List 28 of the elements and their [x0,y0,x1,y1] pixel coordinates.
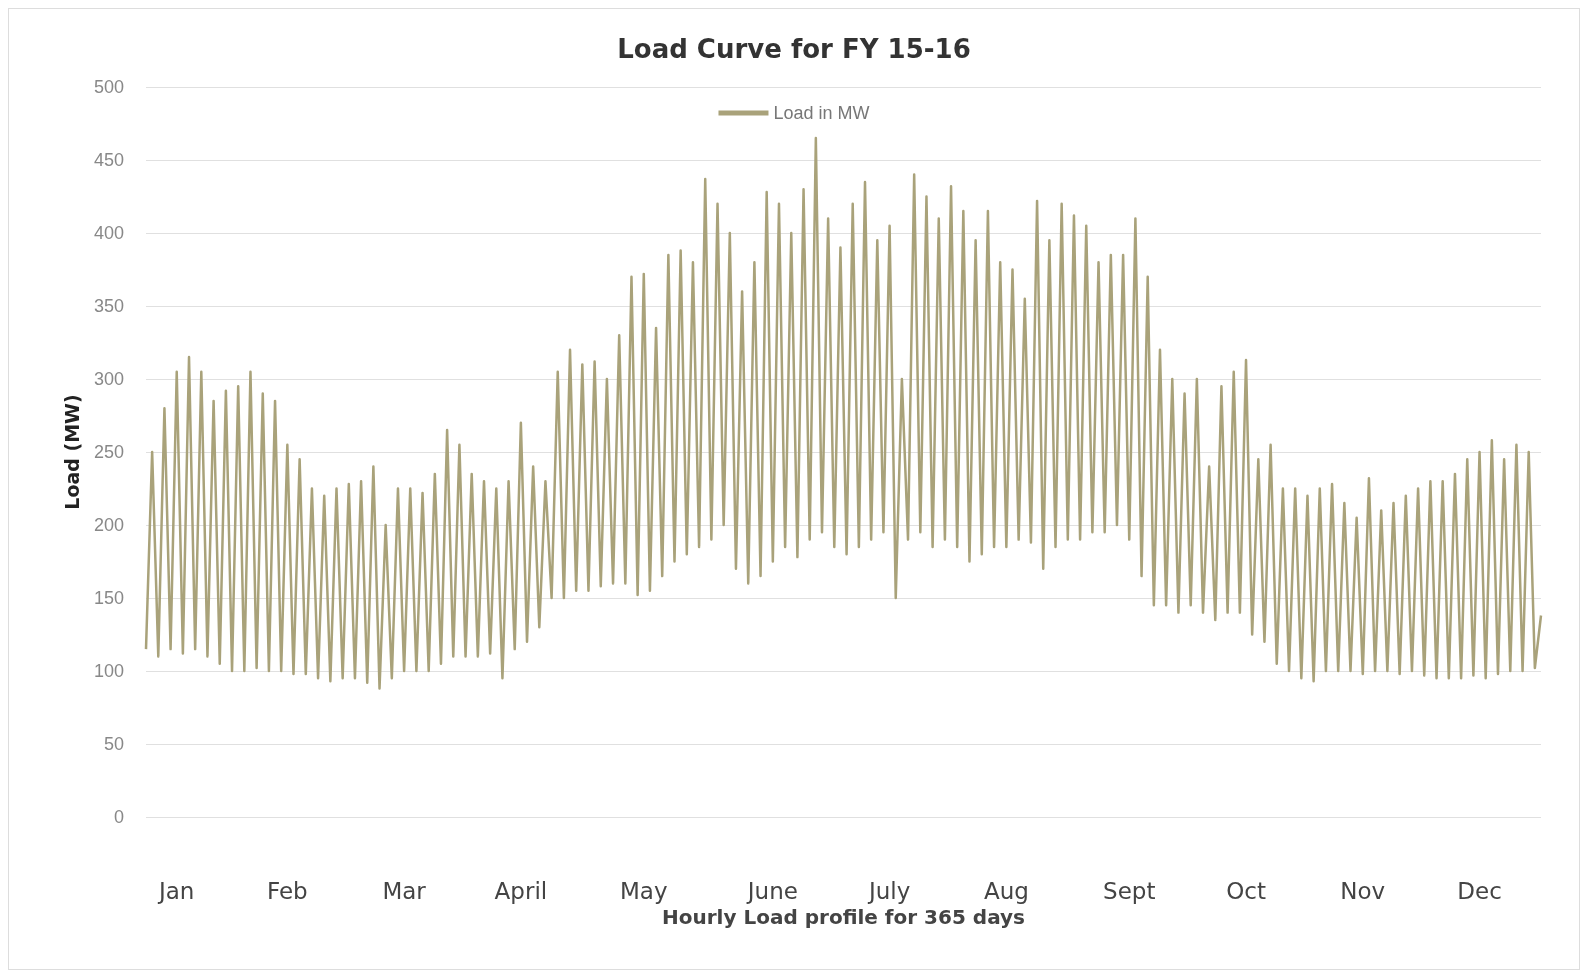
x-tick-label: Feb [266,877,308,904]
y-tick-label: 100 [93,661,124,681]
y-axis-title: Load (MW) [60,394,83,510]
y-tick-label: 150 [93,588,124,608]
x-tick-label: April [494,877,548,904]
y-tick-label: 300 [93,369,124,389]
line-series [144,136,1543,690]
x-tick-label: Sept [1103,877,1156,904]
x-tick-label: June [745,877,798,904]
y-tick-label: 450 [93,150,124,170]
legend-label: Load in MW [773,103,870,123]
x-axis-title: Hourly Load profile for 365 days [662,904,1025,929]
y-tick-label: 400 [93,223,124,243]
chart-title: Load Curve for FY 15-16 [617,34,971,64]
y-tick-label: 50 [103,734,124,754]
x-tick-label: Oct [1226,877,1266,904]
y-tick-label: 250 [93,442,124,462]
y-tick-label: 0 [113,807,124,827]
x-tick-label: Nov [1340,877,1386,904]
x-tick-label: Jan [156,877,195,904]
y-tick-label: 350 [93,296,124,316]
y-tick-label: 500 [93,77,124,97]
y-tick-label: 200 [93,515,124,535]
x-tick-label: Aug [983,877,1029,904]
x-tick-label: July [866,877,911,904]
x-tick-label: May [619,877,668,904]
x-tick-label: Mar [382,877,427,904]
x-tick-label: Dec [1457,877,1502,904]
